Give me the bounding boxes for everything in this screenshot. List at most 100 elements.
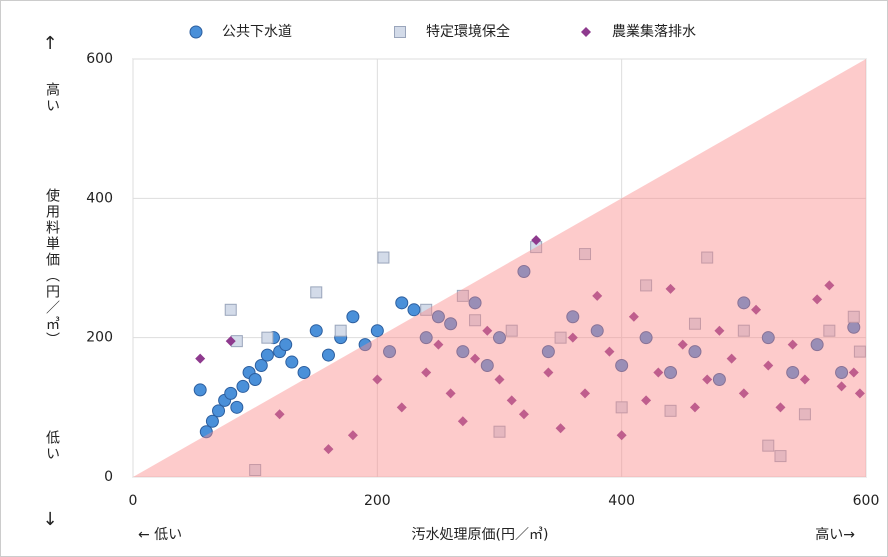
point [431, 310, 445, 324]
point [248, 372, 262, 386]
legend-marker [394, 26, 406, 38]
point [639, 331, 653, 345]
point [419, 331, 433, 345]
point [309, 324, 323, 338]
point [456, 289, 469, 302]
point [421, 367, 432, 378]
point [761, 331, 775, 345]
y-tick-label: 200 [86, 330, 113, 346]
point [712, 372, 726, 386]
point [480, 359, 494, 373]
point [590, 324, 604, 338]
point [297, 366, 311, 379]
annotation: 高い→ [815, 526, 855, 543]
point [854, 388, 865, 399]
point [798, 408, 811, 421]
point [823, 324, 836, 337]
plot-area [132, 58, 867, 478]
point [193, 383, 207, 397]
point [493, 425, 506, 438]
point [616, 430, 627, 441]
diagonal-region [133, 59, 866, 477]
legend-label: 農業集落排水 [612, 23, 696, 40]
point [835, 366, 849, 379]
point [230, 400, 244, 414]
point [555, 423, 566, 434]
point [702, 374, 713, 385]
y-axis-label: 使用料単価（円／㎥） [44, 187, 60, 348]
point [506, 395, 517, 406]
point [653, 367, 664, 378]
point [310, 286, 323, 299]
point [615, 401, 628, 414]
point [249, 464, 262, 477]
point [195, 353, 206, 364]
y-tick-label: 600 [86, 51, 113, 67]
point [470, 353, 481, 364]
annotation: 低い [44, 430, 60, 462]
point [444, 317, 458, 331]
point [737, 324, 750, 337]
point [604, 346, 615, 357]
point [254, 359, 268, 373]
point [714, 325, 725, 336]
point [848, 367, 859, 378]
point [847, 310, 860, 323]
point [688, 345, 702, 359]
point [456, 345, 470, 359]
point [274, 409, 285, 420]
point [775, 402, 786, 413]
point [541, 345, 555, 359]
point [285, 355, 299, 369]
point [482, 325, 493, 336]
point [395, 296, 409, 310]
point [505, 324, 518, 337]
point [554, 331, 567, 344]
point [420, 303, 433, 316]
point [370, 324, 384, 338]
point [689, 402, 700, 413]
point [494, 374, 505, 385]
point [334, 324, 347, 337]
point [445, 388, 456, 399]
point [205, 414, 219, 428]
point [592, 290, 603, 301]
point [372, 374, 383, 385]
legend-label: 公共下水道 [222, 24, 292, 40]
annotation: 高い [44, 81, 60, 114]
point [199, 425, 213, 439]
point [751, 304, 762, 315]
x-tick-label: 600 [853, 493, 880, 509]
point [640, 279, 653, 292]
point [763, 360, 774, 371]
x-axis-label: 汚水処理原価(円／㎥) [412, 527, 549, 543]
point [433, 339, 444, 350]
point [799, 374, 810, 385]
point [762, 439, 775, 452]
point [787, 339, 798, 350]
point [518, 409, 529, 420]
point [579, 248, 592, 261]
point [810, 338, 824, 352]
x-tick-label: 200 [364, 493, 391, 509]
point [468, 296, 482, 310]
point [358, 338, 372, 352]
point [824, 280, 835, 291]
annotation: ← 低い [138, 527, 182, 543]
point [321, 348, 335, 362]
point [567, 332, 578, 343]
point [628, 311, 639, 322]
point [665, 283, 676, 294]
legend-label: 特定環境保全 [426, 23, 510, 40]
point [566, 310, 580, 324]
point [224, 303, 237, 316]
point [664, 366, 678, 379]
point [738, 388, 749, 399]
point [347, 430, 358, 441]
point [853, 345, 866, 358]
point [701, 251, 714, 264]
legend-marker [189, 25, 203, 39]
point [279, 338, 293, 352]
point [383, 345, 397, 359]
y-tick-label: 400 [86, 190, 113, 206]
